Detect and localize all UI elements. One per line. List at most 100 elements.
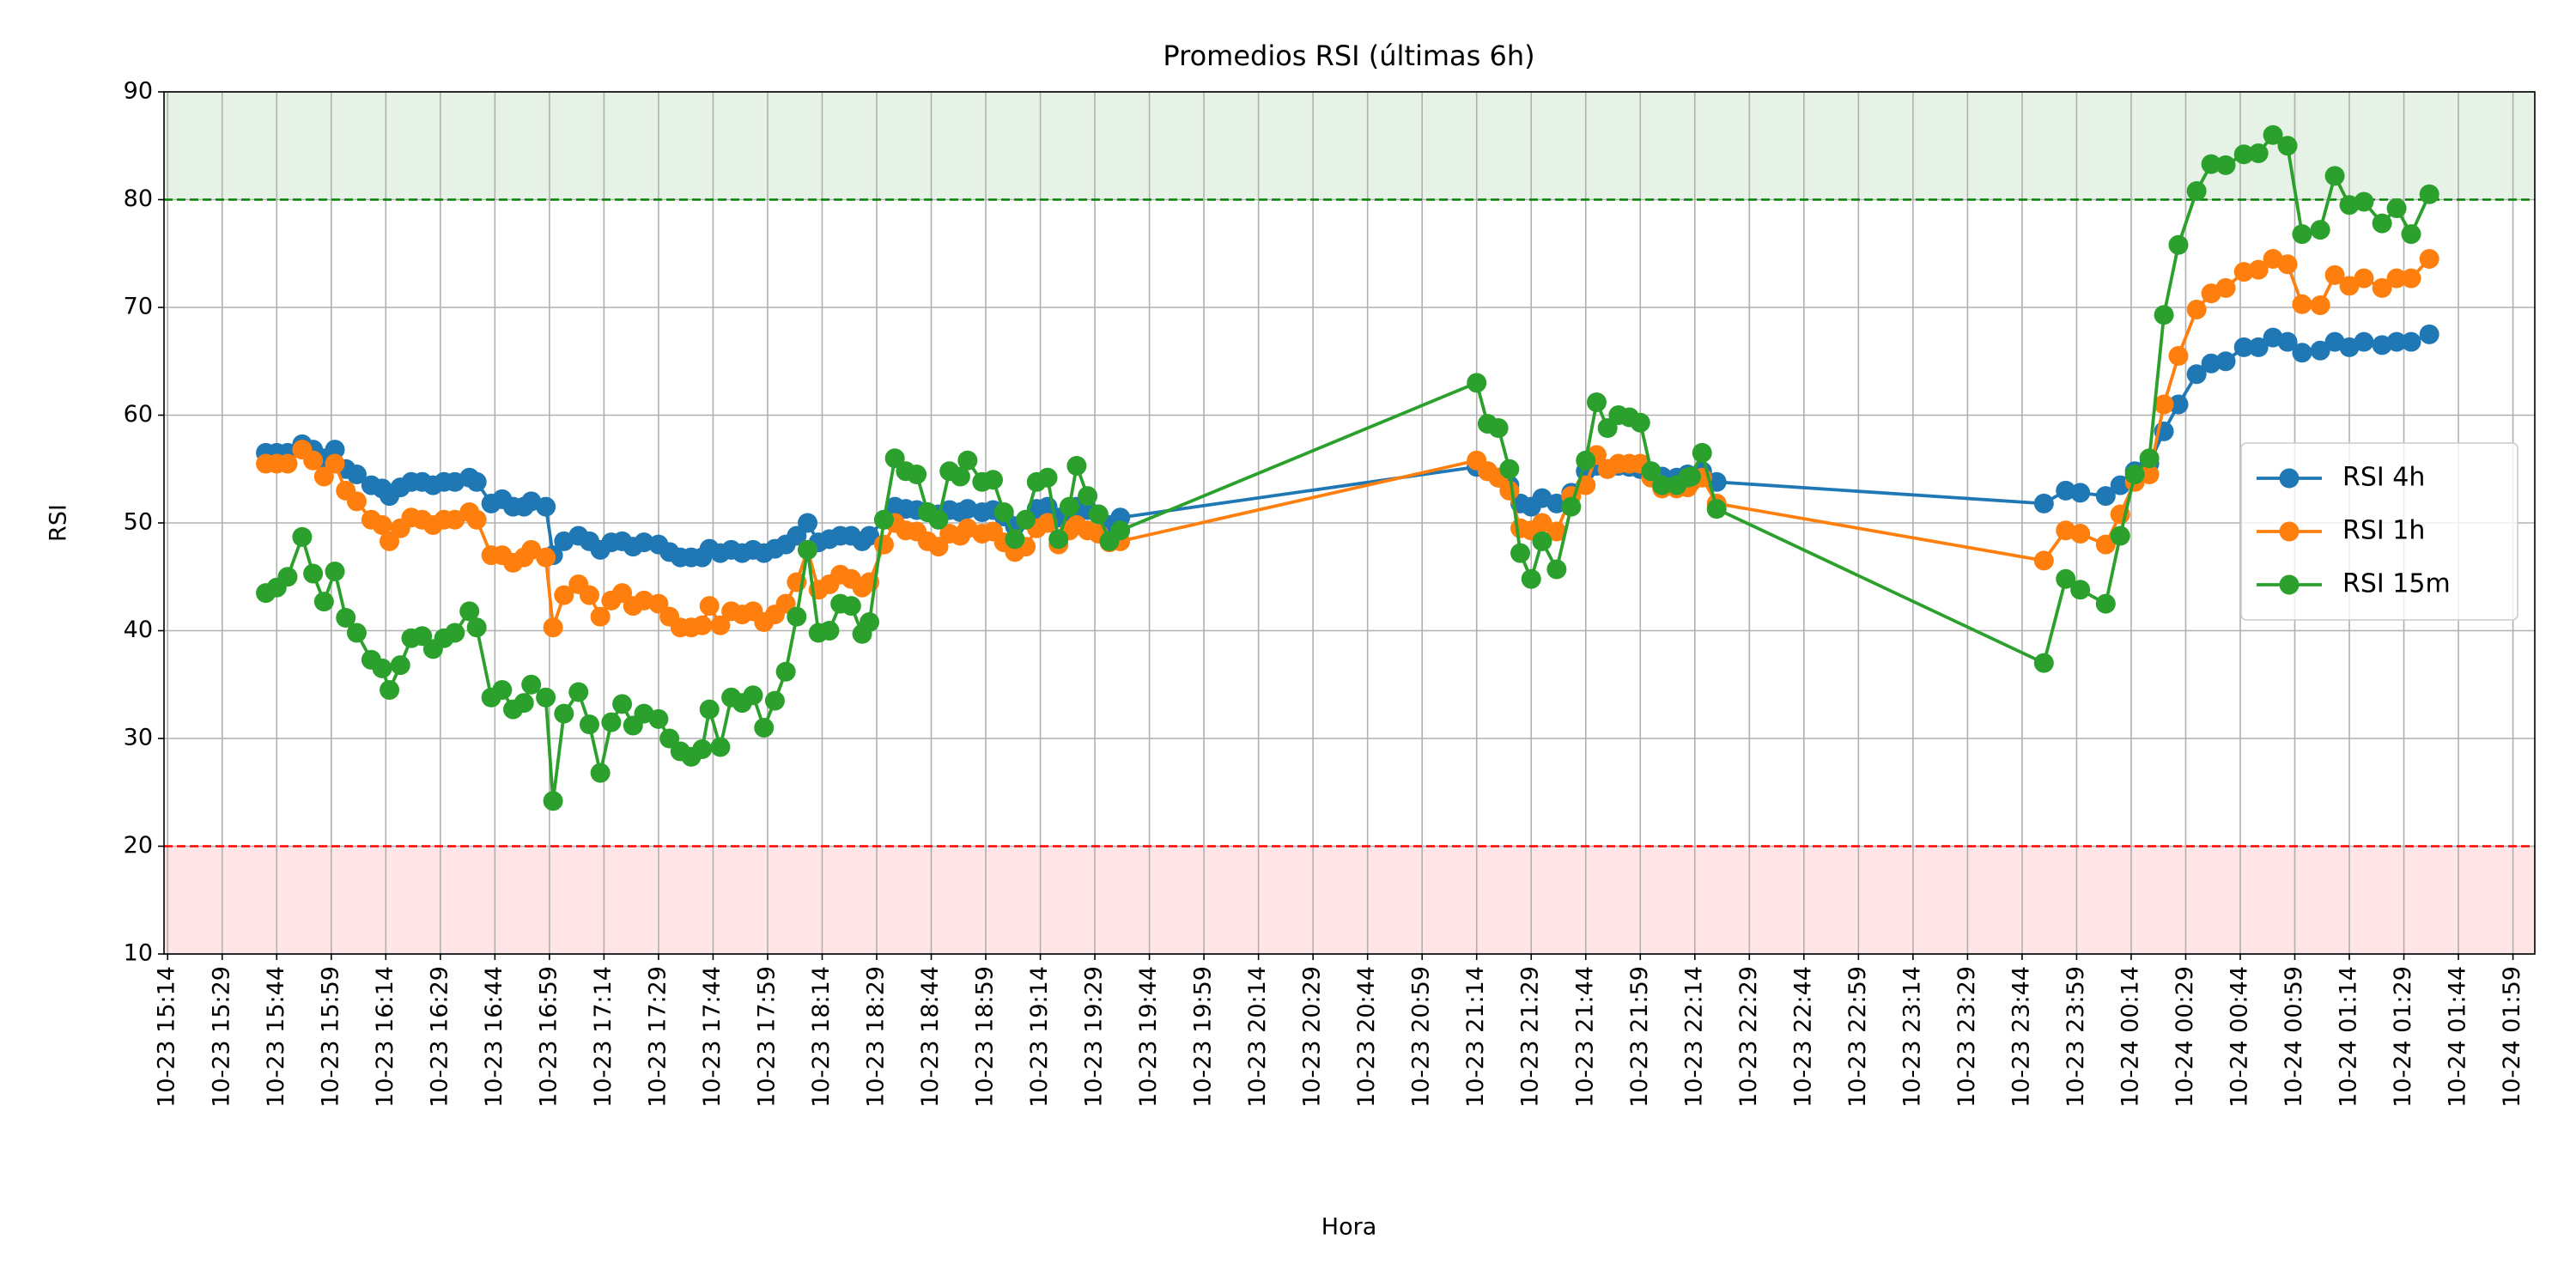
data-point: [313, 592, 334, 612]
data-point: [1576, 450, 1596, 471]
data-point: [2233, 262, 2254, 283]
x-tick-label: 10-23 15:14: [154, 966, 180, 1108]
x-tick-label: 10-23 20:44: [1353, 966, 1380, 1108]
x-tick-label: 10-23 22:59: [1844, 966, 1871, 1108]
data-point: [1681, 466, 1702, 487]
data-point: [1110, 520, 1131, 541]
data-point: [993, 501, 1014, 522]
data-point: [2292, 294, 2312, 314]
x-tick-label: 10-23 20:59: [1408, 966, 1435, 1108]
data-point: [590, 762, 611, 783]
data-point: [325, 440, 345, 460]
x-tick-label: 10-23 16:44: [481, 966, 507, 1108]
legend-box: [2240, 442, 2518, 621]
data-point: [466, 617, 487, 638]
data-point: [1037, 513, 1058, 533]
x-tick-label: 10-23 17:29: [644, 966, 671, 1108]
data-point: [513, 693, 534, 714]
data-point: [1706, 499, 1727, 519]
data-point: [1692, 442, 1712, 463]
data-point: [466, 471, 487, 492]
legend-marker: [2279, 468, 2300, 489]
data-point: [568, 682, 589, 702]
x-tick-label: 10-23 17:44: [699, 966, 726, 1108]
x-tick-label: 10-23 17:59: [753, 966, 780, 1108]
data-point: [950, 466, 970, 487]
data-point: [634, 532, 654, 553]
data-point: [860, 526, 880, 546]
data-point: [1088, 504, 1109, 525]
data-point: [2324, 166, 2345, 186]
x-tick-label: 10-23 19:14: [1026, 966, 1053, 1108]
data-point: [2339, 276, 2360, 296]
y-tick-label: 70: [124, 294, 153, 320]
data-point: [579, 585, 599, 605]
data-point: [536, 496, 556, 517]
data-point: [536, 547, 556, 568]
data-point: [2070, 524, 2091, 544]
data-point: [412, 626, 433, 647]
x-tick-label: 10-23 16:59: [535, 966, 562, 1108]
data-point: [277, 453, 298, 474]
data-point: [2292, 343, 2312, 363]
x-tick-label: 10-23 17:14: [590, 966, 617, 1108]
data-point: [346, 465, 367, 485]
data-point: [372, 515, 392, 536]
x-tick-label: 10-23 22:14: [1680, 966, 1707, 1108]
x-tick-label: 10-23 18:44: [917, 966, 944, 1108]
data-point: [2324, 264, 2345, 285]
legend-label: RSI 15m: [2342, 569, 2451, 599]
data-point: [798, 539, 818, 560]
data-point: [2310, 340, 2330, 361]
data-point: [2248, 337, 2269, 357]
legend-marker: [2279, 521, 2300, 542]
data-point: [928, 509, 949, 530]
data-point: [543, 791, 563, 811]
data-point: [380, 680, 400, 701]
data-point: [928, 537, 949, 557]
x-tick-label: 10-23 20:14: [1244, 966, 1271, 1108]
x-tick-label: 10-24 01:59: [2499, 966, 2525, 1108]
x-tick-label: 10-24 00:14: [2117, 966, 2143, 1108]
x-tick-label: 10-23 18:59: [972, 966, 999, 1108]
x-tick-label: 10-23 21:44: [1571, 966, 1598, 1108]
data-point: [884, 448, 905, 469]
data-point: [590, 606, 611, 627]
data-point: [2372, 213, 2392, 234]
data-point: [390, 655, 410, 676]
x-tick-label: 10-24 00:44: [2226, 966, 2252, 1108]
y-tick-label: 80: [124, 185, 153, 212]
data-point: [1059, 496, 1079, 517]
y-tick-label: 90: [124, 78, 153, 105]
x-tick-label: 10-23 21:14: [1462, 966, 1489, 1108]
data-point: [841, 596, 861, 617]
data-point: [692, 739, 713, 760]
data-point: [1016, 509, 1036, 530]
x-tick-label: 10-23 19:29: [1081, 966, 1108, 1108]
data-point: [1499, 459, 1520, 479]
x-axis-label: Hora: [1321, 1214, 1376, 1241]
data-point: [292, 526, 313, 547]
x-tick-label: 10-23 16:29: [426, 966, 453, 1108]
data-point: [2248, 259, 2269, 280]
data-point: [612, 694, 633, 714]
data-point: [659, 728, 680, 749]
data-point: [2070, 580, 2091, 600]
data-point: [459, 601, 480, 622]
data-point: [699, 596, 720, 617]
data-point: [2310, 220, 2330, 240]
data-point: [1048, 529, 1069, 550]
x-tick-label: 10-23 22:44: [1789, 966, 1816, 1108]
data-point: [2201, 353, 2221, 374]
y-tick-label: 20: [124, 832, 153, 859]
data-point: [325, 453, 345, 474]
data-point: [2386, 268, 2407, 289]
data-point: [2095, 593, 2116, 614]
x-tick-label: 10-23 23:44: [2008, 966, 2034, 1108]
x-tick-label: 10-24 01:29: [2390, 966, 2416, 1108]
data-point: [372, 658, 392, 678]
data-point: [798, 513, 818, 533]
x-tick-label: 10-24 01:44: [2445, 966, 2471, 1108]
data-point: [2372, 277, 2392, 298]
data-point: [325, 561, 345, 581]
